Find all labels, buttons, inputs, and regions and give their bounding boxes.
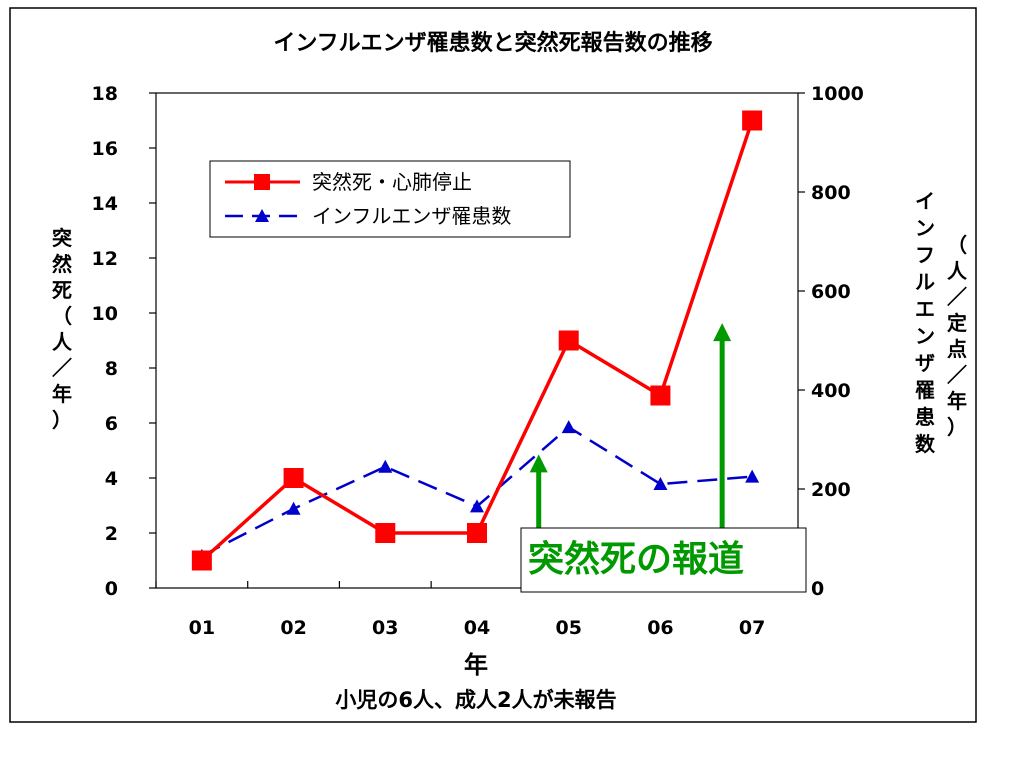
sudden-death-point — [558, 330, 579, 351]
legend-label-sudden-death: 突然死・心肺停止 — [312, 170, 472, 194]
influenza-point — [286, 501, 301, 515]
sudden-death-point — [191, 550, 212, 571]
annotation-arrow-head — [713, 323, 732, 342]
axis-label-char: ル — [915, 270, 935, 294]
left-tick-label: 16 — [92, 138, 118, 160]
legend: 突然死・心肺停止 インフルエンザ罹患数 — [209, 160, 571, 238]
right-tick-label: 600 — [811, 281, 851, 303]
axis-label-char: ザ — [915, 351, 935, 375]
axis-label-char: （ — [52, 304, 72, 328]
left-tick-label: 10 — [92, 303, 118, 325]
annotation-arrow-head — [529, 454, 548, 473]
axis-label-char: ン — [915, 324, 935, 348]
left-tick-label: 2 — [105, 523, 118, 545]
axis-label-char: ） — [52, 408, 72, 432]
footnote: 小児の6人、成人2人が未報告 — [335, 688, 616, 712]
annotation-arrows — [529, 323, 732, 528]
left-tick-label: 6 — [105, 413, 118, 435]
legend-label-influenza: インフルエンザ罹患数 — [312, 204, 511, 228]
plot-area — [155, 92, 799, 589]
axis-label-char: ／ — [947, 285, 967, 309]
chart-title: インフルエンザ罹患数と突然死報告数の推移 — [273, 30, 712, 56]
x-tick-label: 01 — [189, 617, 215, 639]
influenza-point — [378, 459, 393, 473]
x-tick-label: 02 — [280, 617, 306, 639]
axis-label-char: （ — [947, 233, 967, 257]
right-tick-label: 400 — [811, 380, 851, 402]
left-axis-label: 突然死（人／年） — [52, 226, 73, 432]
left-tick-label: 12 — [92, 248, 118, 270]
axis-label-char: 年 — [947, 389, 967, 413]
influenza-point — [470, 499, 484, 513]
right-tick-label: 1000 — [811, 83, 864, 105]
influenza-point — [653, 477, 668, 491]
axis-label-char: 患 — [915, 405, 935, 429]
legend-box — [209, 160, 571, 238]
axis-label-char: 点 — [947, 337, 967, 361]
axis-label-char: 年 — [52, 382, 72, 406]
axis-label-char: 突 — [52, 226, 72, 250]
axis-label-char: 然 — [52, 252, 72, 276]
chart-frame — [9, 7, 977, 723]
sudden-death-point — [375, 523, 396, 543]
axis-label-char: ン — [915, 216, 935, 240]
axis-label-char: 死 — [52, 278, 72, 302]
legend-marker-sudden-death — [254, 174, 270, 190]
axis-label-char: 定 — [947, 311, 967, 335]
right-tick-label: 200 — [811, 479, 851, 501]
axis-label-char: イ — [915, 189, 935, 213]
legend-marker-influenza — [255, 209, 269, 222]
left-tick-label: 8 — [105, 358, 118, 380]
series-sudden-death — [191, 110, 763, 571]
right-tick-label: 800 — [811, 182, 851, 204]
axis-label-char: 数 — [915, 432, 936, 456]
influenza-point — [561, 420, 576, 434]
x-tick-label: 06 — [647, 617, 673, 639]
right-tick-label: 0 — [811, 578, 824, 600]
influenza-point — [745, 469, 760, 483]
axis-label-char: 人 — [52, 330, 73, 354]
x-tick-label: 04 — [464, 617, 490, 639]
axis-label-char: フ — [915, 243, 935, 267]
axis-label-char: 罹 — [915, 378, 935, 402]
sudden-death-point — [467, 523, 487, 543]
axis-label-char: エ — [915, 297, 935, 321]
sudden-death-point — [742, 110, 763, 131]
x-tick-label: 03 — [372, 617, 398, 639]
left-axis-ticks: 0 2 4 6 8 10 12 14 16 18 — [92, 83, 156, 600]
x-tick-label: 05 — [555, 617, 581, 639]
sudden-death-point — [283, 468, 304, 488]
right-axis-label: インフルエンザ罹患数 — [915, 189, 936, 456]
sudden-death-point — [650, 385, 671, 406]
left-tick-label: 18 — [92, 83, 118, 105]
annotation-box — [520, 527, 807, 593]
left-tick-label: 0 — [105, 578, 118, 600]
left-tick-label: 14 — [92, 193, 118, 215]
left-tick-label: 4 — [105, 468, 118, 490]
x-axis-ticks: 01 02 03 04 05 06 07 — [155, 581, 799, 639]
right-axis-ticks: 0 200 400 600 800 1000 — [798, 83, 864, 600]
x-tick-label: 07 — [739, 617, 765, 639]
axis-label-char: 人 — [947, 259, 968, 283]
axis-label-char: ） — [947, 415, 967, 439]
axis-label-char: ／ — [52, 356, 72, 380]
axis-label-char: ／ — [947, 363, 967, 387]
annotation-text: 突然死の報道 — [528, 538, 744, 580]
x-axis-label: 年 — [464, 651, 488, 679]
right-axis-unit-label: （人／定点／年） — [947, 233, 968, 439]
